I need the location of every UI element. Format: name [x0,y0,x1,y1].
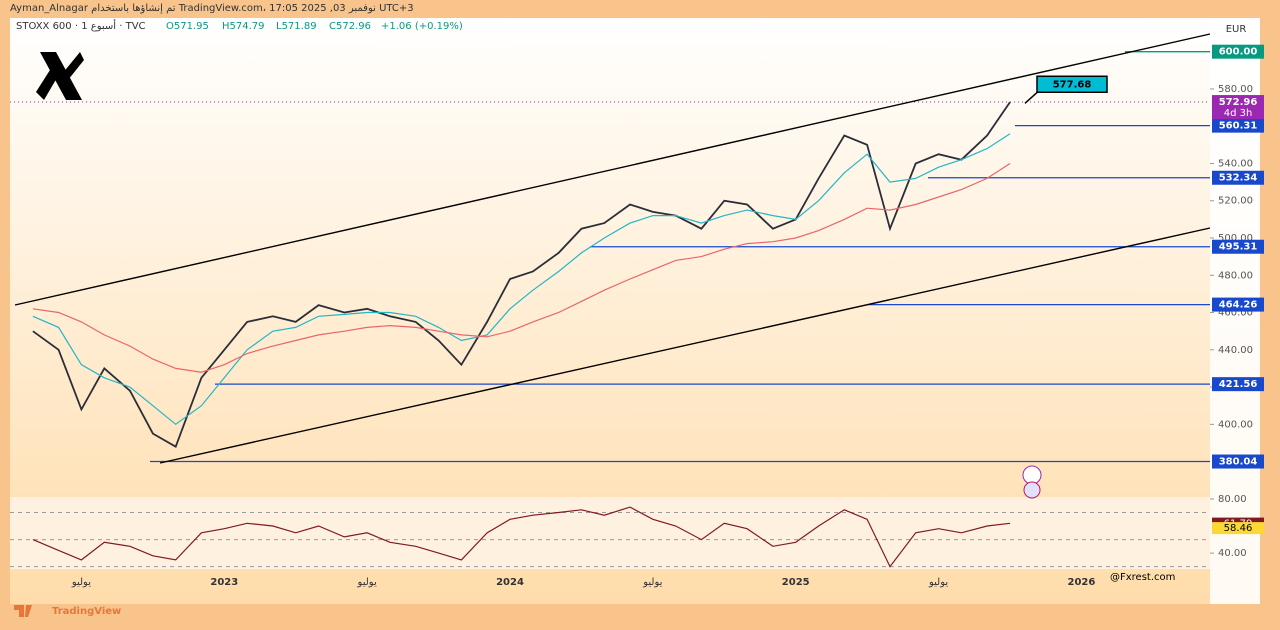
close: C572.96 [329,21,371,32]
last-price-label: 572.96 [1219,97,1258,108]
y-tick-label: 400.00 [1218,419,1253,430]
high: H574.79 [222,21,265,32]
x-tick-label: يوليو [928,577,948,588]
callout-box [1036,75,1108,94]
event-icon [1022,465,1042,485]
x-tick-label: 2026 [1068,577,1096,588]
callout-label: 577.68 [1053,79,1092,90]
channel-upper [14,33,1211,306]
y-tick-label: 440.00 [1218,345,1253,356]
y-tick-label: 520.00 [1218,196,1253,207]
value-label-bg [1212,522,1264,535]
event-icon [1023,481,1041,499]
open: O571.95 [166,21,209,32]
level-label-bg [1212,454,1264,469]
level-label: 421.56 [1219,379,1258,390]
tv-logo: TradingView [52,606,121,617]
y-tick-label: 540.00 [1218,158,1253,169]
y-tick-label: 80.00 [1218,494,1247,505]
series-line [32,506,1011,568]
brand-logo [36,52,84,100]
y-tick-label: 580.00 [1218,84,1253,95]
countdown: 4d 3h [1224,108,1253,119]
level-label: 560.31 [1219,121,1258,132]
last-price-bg [1212,95,1264,120]
value-label: 58.46 [1224,523,1253,534]
level-label-bg [1212,239,1264,254]
x-tick-label: 2025 [782,577,810,588]
x-tick-label: 2024 [496,577,524,588]
tv-icon [14,605,32,617]
level-label-bg [1212,44,1264,59]
level-label: 464.26 [1219,300,1258,311]
level-label-bg [1212,170,1264,185]
y-tick-label: 480.00 [1218,270,1253,281]
series-line [32,101,1011,449]
level-label-bg [1212,377,1264,392]
x-tick-label: يوليو [357,577,377,588]
series-line [32,162,1011,373]
x-tick-label: 2023 [210,577,238,588]
rsi-background [10,497,1210,569]
level-label-bg [1212,118,1264,133]
x-tick-label: يوليو [71,577,91,588]
level-label-bg [1212,297,1264,312]
y-tick-label: 460.00 [1218,308,1253,319]
level-label: 380.04 [1219,457,1258,468]
series-line [32,133,1011,426]
level-label: 600.00 [1219,47,1258,58]
x-tick-label: يوليو [642,577,662,588]
level-label: 532.34 [1219,173,1258,184]
y-tick-label: 40.00 [1218,548,1247,559]
low: L571.89 [276,21,317,32]
level-label: 495.31 [1219,242,1258,253]
symbol: STOXX 600 · 1 أسبوع · TVC [16,19,146,32]
credit: Ayman_Alnagar تم إنشاؤها باستخدام Tradin… [10,3,414,14]
channel-lower [159,227,1211,464]
change: +1.06 (+0.19%) [381,21,463,32]
currency: EUR [1226,24,1247,35]
y-tick-label: 500.00 [1218,233,1253,244]
watermark: @Fxrest.com [1110,572,1175,583]
plot [10,51,1210,568]
